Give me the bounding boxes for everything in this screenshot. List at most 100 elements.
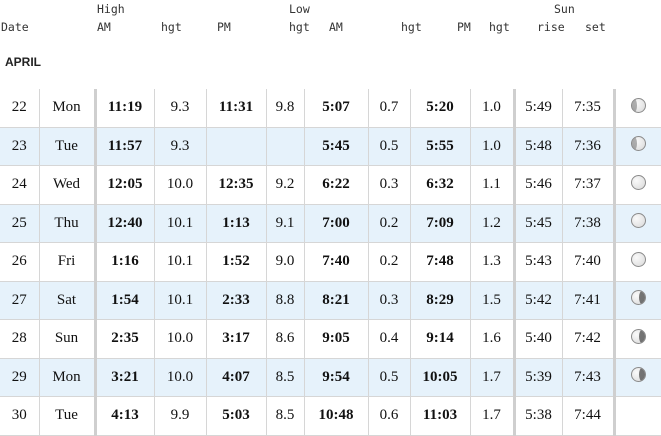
high-am-height: 9.3 [154, 127, 207, 166]
low-pm-time: 8:29 [410, 281, 471, 320]
low-am-time: 6:22 [304, 165, 369, 205]
sunset-time: 7:41 [562, 281, 615, 320]
low-am-height: 0.6 [368, 396, 411, 436]
low-am-height: 0.2 [368, 242, 411, 282]
moon-phase-cell [612, 319, 661, 359]
low-am-height: 0.3 [368, 165, 411, 205]
high-am-time: 11:19 [93, 89, 155, 128]
table-row: 29 Mon 3:21 10.0 4:07 8.5 9:54 0.5 10:05 1.7 5:39 7… [0, 358, 661, 397]
low-am-time: 8:21 [304, 281, 369, 320]
sunset-time: 7:42 [562, 319, 615, 359]
waning-gibbous-icon [630, 328, 646, 344]
header-low-am-hgt: hgt [401, 20, 422, 34]
date-cell: 30 [0, 396, 40, 436]
high-am-time: 12:40 [93, 204, 155, 243]
low-am-height: 0.5 [368, 127, 411, 166]
table-row: 26 Fri 1:16 10.1 1:52 9.0 7:40 0.2 7:48 1.3 5:43 7:… [0, 242, 661, 282]
sunrise-time: 5:43 [512, 242, 563, 282]
header-low-pm-hgt: hgt [489, 20, 510, 34]
low-pm-time: 9:14 [410, 319, 471, 359]
header-high-pm-hgt: hgt [289, 20, 310, 34]
table-row: 27 Sat 1:54 10.1 2:33 8.8 8:21 0.3 8:29 1.5 5:42 7:… [0, 281, 661, 320]
high-am-height: 10.0 [154, 165, 207, 205]
weekday-cell: Sun [39, 319, 96, 359]
low-am-height: 0.2 [368, 204, 411, 243]
waxing-gibbous-icon [630, 97, 646, 113]
table-row: 30 Tue 4:13 9.9 5:03 8.5 10:48 0.6 11:03 1.7 5:38 7… [0, 396, 661, 436]
sunset-time: 7:40 [562, 242, 615, 282]
table-row: 25 Thu 12:40 10.1 1:13 9.1 7:00 0.2 7:09 1.2 5:45 7… [0, 204, 661, 243]
low-am-time: 9:05 [304, 319, 369, 359]
tide-table: 22 Mon 11:19 9.3 11:31 9.8 5:07 0.7 5:20 1.0 5:49 7… [0, 89, 661, 436]
high-pm-height [266, 127, 305, 166]
high-am-time: 12:05 [93, 165, 155, 205]
low-pm-time: 6:32 [410, 165, 471, 205]
high-pm-time: 4:07 [206, 358, 267, 397]
sunset-time: 7:44 [562, 396, 615, 436]
high-pm-height: 8.6 [266, 319, 305, 359]
high-am-time: 2:35 [93, 319, 155, 359]
sunset-time: 7:37 [562, 165, 615, 205]
sunset-time: 7:36 [562, 127, 615, 166]
header-low-pm: PM [457, 20, 471, 34]
sunrise-time: 5:39 [512, 358, 563, 397]
waning-gibbous-icon [630, 290, 646, 306]
moon-phase-cell [612, 204, 661, 243]
low-am-time: 5:07 [304, 89, 369, 128]
month-label: APRIL [5, 55, 41, 69]
low-pm-time: 10:05 [410, 358, 471, 397]
waning-gibbous-icon [630, 367, 646, 383]
table-row: 24 Wed 12:05 10.0 12:35 9.2 6:22 0.3 6:32 1.1 5:46… [0, 165, 661, 205]
high-am-time: 1:54 [93, 281, 155, 320]
header-high-pm: PM [217, 20, 231, 34]
low-pm-time: 5:20 [410, 89, 471, 128]
high-am-height: 10.0 [154, 358, 207, 397]
date-cell: 25 [0, 204, 40, 243]
header-high-hgt: hgt [161, 20, 182, 34]
low-pm-height: 1.3 [470, 242, 515, 282]
header-high-am: AM [97, 20, 111, 34]
date-cell: 29 [0, 358, 40, 397]
table-row: 28 Sun 2:35 10.0 3:17 8.6 9:05 0.4 9:14 1.6 5:40 7:… [0, 319, 661, 359]
weekday-cell: Thu [39, 204, 96, 243]
weekday-cell: Tue [39, 127, 96, 166]
weekday-cell: Fri [39, 242, 96, 282]
low-pm-height: 1.0 [470, 89, 515, 128]
low-am-time: 7:00 [304, 204, 369, 243]
sunset-time: 7:38 [562, 204, 615, 243]
high-am-time: 11:57 [93, 127, 155, 166]
high-am-time: 3:21 [93, 358, 155, 397]
moon-phase-cell [612, 396, 661, 436]
high-pm-time: 2:33 [206, 281, 267, 320]
low-pm-time: 7:48 [410, 242, 471, 282]
moon-phase-cell [612, 127, 661, 166]
high-am-height: 10.1 [154, 281, 207, 320]
moon-phase-cell [612, 242, 661, 282]
header-low-am: AM [329, 20, 343, 34]
high-pm-time: 5:03 [206, 396, 267, 436]
low-am-time: 10:48 [304, 396, 369, 436]
low-pm-height: 1.5 [470, 281, 515, 320]
high-pm-height: 8.5 [266, 396, 305, 436]
high-pm-height: 9.1 [266, 204, 305, 243]
high-pm-time [206, 127, 267, 166]
high-pm-time: 1:52 [206, 242, 267, 282]
date-cell: 22 [0, 89, 40, 128]
header-sun: Sun [554, 2, 575, 16]
table-row: 23 Tue 11:57 9.3 5:45 0.5 5:55 1.0 5:48 7:36 [0, 127, 661, 166]
sunrise-time: 5:42 [512, 281, 563, 320]
high-am-time: 1:16 [93, 242, 155, 282]
weekday-cell: Tue [39, 396, 96, 436]
low-am-height: 0.5 [368, 358, 411, 397]
sunrise-time: 5:45 [512, 204, 563, 243]
header-date: Date [1, 20, 29, 34]
full-moon-icon [630, 251, 646, 267]
high-am-height: 10.0 [154, 319, 207, 359]
moon-phase-cell [612, 358, 661, 397]
low-pm-height: 1.6 [470, 319, 515, 359]
low-am-time: 5:45 [304, 127, 369, 166]
high-pm-height: 8.8 [266, 281, 305, 320]
sunset-time: 7:35 [562, 89, 615, 128]
high-am-height: 10.1 [154, 242, 207, 282]
date-cell: 28 [0, 319, 40, 359]
